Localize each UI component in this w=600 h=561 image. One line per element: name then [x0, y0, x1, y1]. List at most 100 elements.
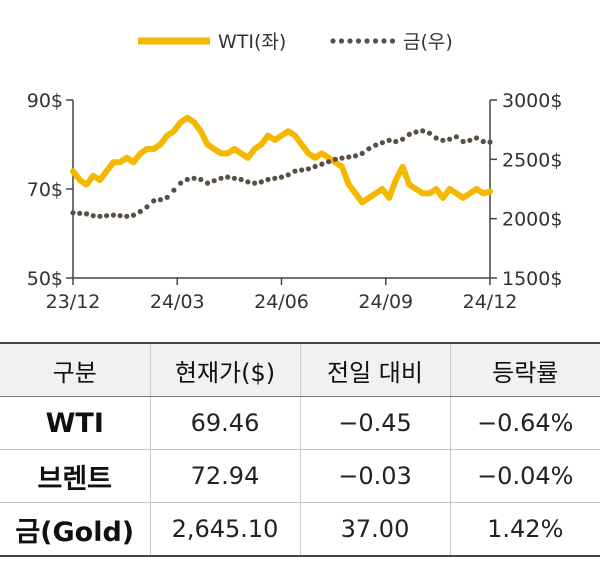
gold-point	[487, 139, 493, 145]
legend-dot	[347, 38, 353, 44]
row-price: 72.94	[149, 449, 300, 503]
gold-point	[467, 137, 473, 143]
table-row: 브렌트 72.94 −0.03 −0.04%	[0, 449, 600, 503]
chart-series	[70, 114, 493, 219]
gold-point	[352, 153, 359, 159]
gold-point	[238, 176, 244, 183]
row-name: 금(Gold)	[0, 502, 150, 557]
gold-point	[171, 187, 177, 193]
gold-point	[339, 155, 345, 161]
gold-point	[124, 213, 130, 219]
legend-dot	[389, 38, 396, 44]
row-price: 2,645.10	[149, 502, 300, 557]
gold-point	[312, 163, 318, 170]
header-change-rate: 등락률	[449, 342, 600, 397]
x-tick-label: 24/03	[150, 291, 205, 313]
gold-point	[359, 150, 365, 156]
gold-point	[144, 204, 150, 210]
gold-point	[299, 167, 305, 173]
gold-point	[426, 130, 433, 136]
gold-point	[218, 175, 224, 181]
gold-point	[278, 174, 285, 180]
gold-point	[386, 137, 392, 143]
header-price: 현재가($)	[149, 342, 300, 397]
row-change: −0.45	[299, 396, 450, 450]
wti-line	[70, 114, 493, 206]
legend-dot	[355, 38, 362, 44]
gold-point	[191, 175, 197, 181]
gold-point	[292, 168, 298, 174]
right-tick-label: 2000$	[502, 209, 562, 231]
header-category: 구분	[0, 342, 150, 397]
gold-point	[70, 210, 76, 216]
gold-point	[346, 154, 352, 160]
table-row: 금(Gold) 2,645.10 37.00 1.42%	[0, 502, 600, 557]
gold-point	[204, 180, 211, 186]
table-row: WTI 69.46 −0.45 −0.64%	[0, 396, 600, 450]
x-tick-label: 23/12	[46, 291, 101, 313]
gold-point	[447, 136, 453, 142]
row-change-rate: −0.04%	[449, 449, 600, 503]
gold-point	[97, 213, 103, 219]
legend-swatch-gold	[330, 38, 396, 44]
gold-point	[211, 178, 217, 184]
row-price: 69.46	[149, 396, 300, 450]
row-change: 37.00	[299, 502, 450, 557]
gold-point	[453, 134, 459, 140]
gold-point	[137, 208, 143, 215]
gold-point	[473, 135, 480, 141]
gold-point	[332, 156, 338, 162]
gold-point	[245, 179, 251, 185]
legend-dot	[364, 38, 370, 44]
gold-point	[265, 176, 271, 183]
gold-point	[406, 131, 412, 137]
gold-point	[151, 198, 157, 204]
gold-point	[225, 174, 231, 180]
gold-point	[366, 146, 372, 152]
gold-point	[433, 135, 439, 141]
gold-point	[231, 175, 237, 181]
gold-point	[130, 212, 137, 218]
right-tick-label: 2500$	[502, 149, 562, 171]
gold-point	[420, 128, 426, 134]
gold-point	[77, 210, 83, 216]
gold-point	[326, 159, 332, 165]
row-change: −0.03	[299, 449, 450, 503]
chart-legend: WTI(좌) 금(우)	[138, 31, 453, 53]
gold-point	[400, 136, 406, 142]
right-tick-label: 3000$	[502, 90, 562, 112]
chart-axes: 90$ 70$ 50$ 3000$ 2500$ 2000$ 1500$ 23/12 24/03 2…	[27, 90, 563, 313]
table-header-row: 구분 현재가($) 전일 대비 등락률	[0, 342, 600, 397]
gold-point	[83, 211, 90, 217]
left-tick-label: 70$	[27, 179, 63, 201]
row-change-rate: 1.42%	[449, 502, 600, 557]
legend-dot	[381, 38, 387, 44]
gold-point	[157, 197, 163, 203]
x-tick-label: 24/12	[463, 291, 518, 313]
gold-point	[90, 213, 96, 219]
x-tick-label: 24/06	[254, 291, 309, 313]
gold-point	[272, 175, 278, 181]
legend-label-wti: WTI(좌)	[218, 31, 286, 53]
price-chart: WTI(좌) 금(우) 90$ 70$ 50$ 3000$ 2500$ 2000$ 1500…	[27, 31, 563, 313]
gold-point	[110, 212, 116, 218]
gold-point	[252, 180, 258, 186]
legend-dot	[372, 38, 379, 44]
gold-point	[258, 179, 264, 185]
left-tick-label: 50$	[27, 268, 63, 290]
gold-point	[373, 142, 379, 148]
x-tick-label: 24/09	[358, 291, 413, 313]
header-change: 전일 대비	[299, 342, 450, 397]
gold-point	[104, 213, 110, 219]
gold-point	[178, 180, 184, 186]
gold-point	[379, 140, 385, 146]
gold-point	[440, 137, 446, 143]
row-name: WTI	[0, 396, 150, 450]
gold-point	[285, 172, 291, 178]
gold-point	[198, 176, 204, 183]
gold-point	[117, 213, 123, 219]
gold-point	[184, 176, 190, 183]
left-tick-label: 90$	[27, 90, 63, 112]
gold-point	[480, 138, 486, 145]
legend-dot	[330, 38, 336, 44]
